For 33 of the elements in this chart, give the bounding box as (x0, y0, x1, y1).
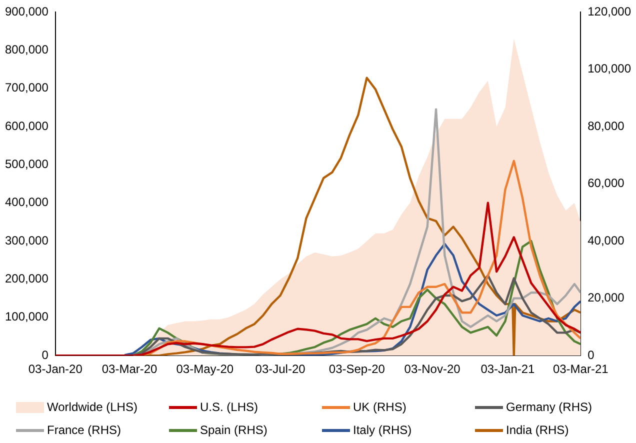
x-tick-label: 03-Sep-20 (328, 362, 386, 376)
y2-tick-label: 120,000 (588, 4, 632, 18)
y-tick-label: 500,000 (4, 157, 49, 172)
x-tick-label: 03-Nov-20 (404, 362, 461, 376)
x-tick-label: 03-Mar-20 (102, 362, 158, 376)
legend-label: Worldwide (LHS) (47, 400, 138, 414)
x-tick-label: 03-Jan-20 (28, 362, 83, 376)
legend-label: India (RHS) (506, 423, 569, 437)
y2-tick-label: 100,000 (588, 62, 632, 76)
x-tick-label: 03-Mar-21 (552, 362, 609, 376)
y-tick-label: 600,000 (4, 118, 49, 133)
y2-tick-label: 60,000 (588, 176, 625, 190)
legend-label: UK (RHS) (353, 400, 406, 414)
y2-tick-label: 40,000 (588, 233, 625, 248)
legend-label: U.S. (LHS) (200, 400, 258, 414)
y-tick-label: 0 (42, 348, 49, 362)
y-tick-label: 100,000 (4, 310, 49, 324)
y-tick-label: 300,000 (4, 233, 49, 248)
legend-label: Germany (RHS) (506, 400, 592, 414)
x-tick-label: 03-May-20 (176, 362, 234, 376)
y-tick-label: 400,000 (4, 195, 49, 210)
legend-label: France (RHS) (47, 423, 122, 437)
legend-label: Spain (RHS) (200, 423, 268, 437)
y2-tick-label: 0 (588, 348, 595, 362)
y2-tick-label: 20,000 (588, 290, 625, 305)
x-tick-label: 03-Jan-21 (480, 362, 536, 376)
y-tick-label: 200,000 (4, 272, 49, 286)
y2-tick-label: 80,000 (588, 118, 625, 133)
x-tick-label: 03-Jul-20 (255, 362, 306, 376)
y-tick-label: 700,000 (4, 80, 49, 95)
legend-label: Italy (RHS) (353, 423, 412, 437)
y-tick-label: 800,000 (4, 42, 49, 56)
y-tick-label: 900,000 (4, 4, 49, 18)
